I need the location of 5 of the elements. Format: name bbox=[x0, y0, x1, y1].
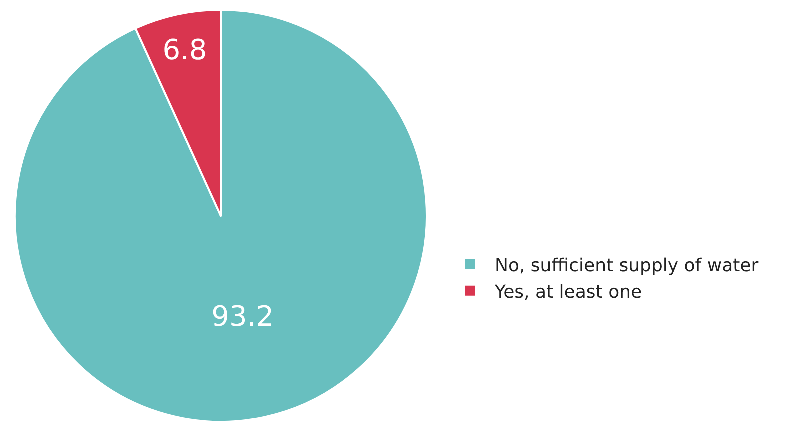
legend-label: No, sufficient supply of water bbox=[495, 256, 760, 277]
legend-label: Yes, at least one bbox=[494, 282, 642, 303]
pie-slice bbox=[14, 9, 428, 423]
data-label: 6.8 bbox=[162, 33, 208, 66]
data-label: 93.2 bbox=[212, 300, 274, 334]
